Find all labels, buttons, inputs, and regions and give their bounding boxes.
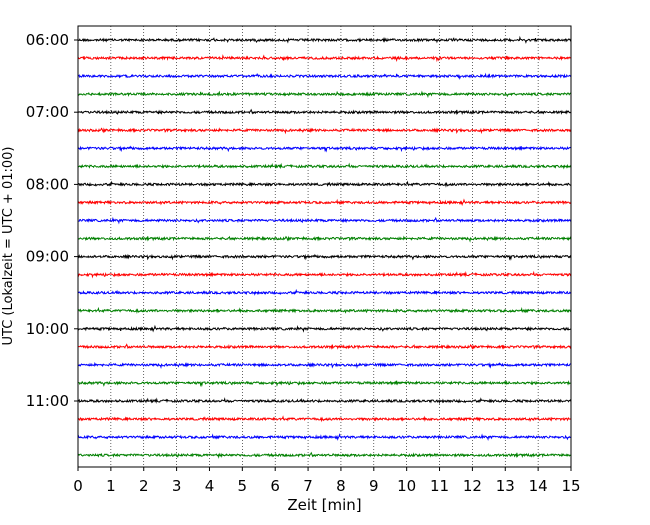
seismic-trace: [77, 198, 572, 207]
y-axis-ticks: 06:00 07:00 08:00 09:00 10:00 11:00: [26, 31, 78, 410]
seismic-trace: [77, 380, 572, 388]
x-axis-label: Zeit [min]: [287, 496, 361, 514]
x-tick-label: 4: [205, 477, 215, 495]
seismic-trace: [77, 145, 572, 153]
x-axis-ticks: 0 1 2 3 4 5 6 7 8 9 10 11 12 13 14 15: [73, 467, 581, 495]
seismic-trace: [77, 306, 572, 315]
x-tick-label: 3: [172, 477, 182, 495]
x-tick-label: 2: [139, 477, 149, 495]
x-tick-label: 5: [238, 477, 248, 495]
seismic-trace: [77, 361, 572, 370]
y-tick-label: 09:00: [26, 248, 69, 266]
seismic-trace: [77, 127, 572, 135]
plot-frame: [77, 25, 572, 468]
x-tick-label: 12: [463, 477, 482, 495]
seismic-trace: [77, 397, 572, 405]
y-tick-label: 06:00: [26, 31, 69, 49]
x-tick-label: 10: [397, 477, 416, 495]
y-tick-label: 07:00: [26, 103, 69, 121]
x-tick-label: 14: [529, 477, 548, 495]
x-tick-label: 8: [336, 477, 346, 495]
y-axis-label: UTC (Lokalzeit = UTC + 01:00): [1, 147, 16, 346]
x-tick-label: 7: [303, 477, 313, 495]
seismic-trace: [77, 343, 572, 350]
seismic-trace: [77, 35, 572, 44]
x-tick-label: 6: [270, 477, 280, 495]
seismic-trace: [77, 216, 572, 225]
seismic-trace: [77, 72, 572, 80]
x-tick-label: 15: [561, 477, 580, 495]
seismic-trace: [77, 90, 572, 99]
seismic-trace: [77, 433, 572, 442]
x-tick-label: 1: [106, 477, 116, 495]
seismic-trace: [77, 108, 572, 116]
seismic-trace: [77, 235, 572, 243]
seismic-trace: [77, 451, 572, 459]
y-tick-label: 10:00: [26, 320, 69, 338]
seismic-trace: [77, 415, 572, 423]
seismic-trace: [77, 162, 572, 170]
x-tick-label: 11: [430, 477, 449, 495]
seismic-trace: [77, 54, 572, 63]
seismic-trace: [77, 253, 572, 261]
y-tick-label: 08:00: [26, 175, 69, 193]
seismic-trace: [77, 270, 572, 279]
x-tick-label: 13: [496, 477, 515, 495]
seismic-trace: [77, 324, 572, 333]
x-tick-label: 9: [369, 477, 379, 495]
seismic-trace: [77, 288, 572, 296]
x-tick-label: 0: [73, 477, 83, 495]
y-tick-label: 11:00: [26, 392, 69, 410]
seismic-trace: [77, 180, 572, 188]
seismic-traces: [77, 35, 572, 459]
